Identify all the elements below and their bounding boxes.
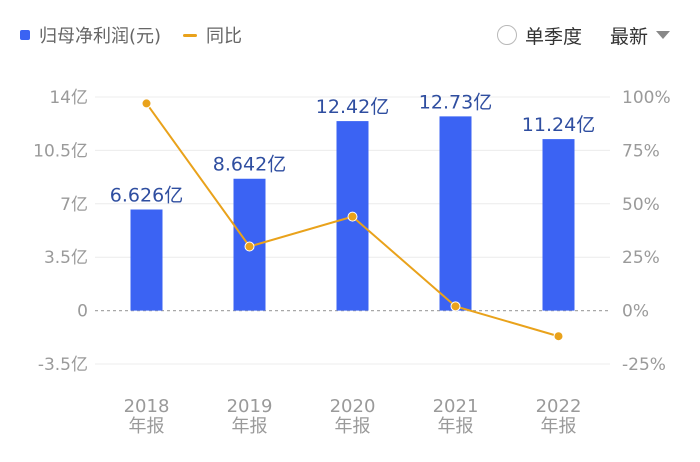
bar-swatch-icon <box>20 30 30 40</box>
y-left-tick-label: 14亿 <box>49 88 88 108</box>
yoy-point <box>141 98 152 109</box>
yoy-point <box>450 301 461 312</box>
legend-label-net-profit: 归母净利润(元) <box>39 26 162 47</box>
y-right-tick-label: 100% <box>622 88 671 108</box>
y-left-tick-label: 7亿 <box>60 195 88 215</box>
x-tick-label: 2020 年报 <box>330 396 376 437</box>
y-right-tick-label: 50% <box>622 195 660 215</box>
line-swatch-icon <box>183 33 198 37</box>
chart-legend: 归母净利润(元) 同比 <box>20 20 264 50</box>
x-tick-label: 2021 年报 <box>433 396 479 437</box>
yoy-point <box>347 211 358 222</box>
y-left-tick-label: 3.5亿 <box>44 248 88 268</box>
y-right-tick-label: -25% <box>622 355 666 375</box>
period-dropdown-label: 最新 <box>609 25 648 48</box>
bar <box>542 139 575 311</box>
x-tick-label: 2022 年报 <box>536 396 582 437</box>
y-right-tick-label: 0% <box>622 302 649 322</box>
bar-data-label: 6.626亿 <box>110 185 183 207</box>
y-left-tick-label: 10.5亿 <box>33 141 88 161</box>
y-right-tick-label: 25% <box>622 248 660 268</box>
bar-data-label: 8.642亿 <box>213 154 286 176</box>
bar <box>130 209 163 311</box>
y-left-tick-label: -3.5亿 <box>38 355 88 375</box>
x-tick-label: 2018 年报 <box>124 396 170 437</box>
period-dropdown[interactable]: 最新 <box>610 22 670 49</box>
y-right-tick-label: 75% <box>622 141 660 161</box>
x-tick-label: 2019 年报 <box>227 396 273 437</box>
bar-data-label: 12.73亿 <box>419 91 492 113</box>
yoy-point <box>553 331 564 342</box>
quarterly-radio-label[interactable]: 单季度 <box>524 25 582 48</box>
bar <box>439 116 472 311</box>
chart-controls: 单季度 最新 <box>496 20 670 50</box>
legend-item-net-profit[interactable]: 归母净利润(元) <box>20 22 161 48</box>
legend-label-yoy: 同比 <box>206 26 243 47</box>
chevron-down-icon <box>656 31 670 39</box>
legend-item-yoy[interactable]: 同比 <box>183 22 242 48</box>
y-left-tick-label: 0 <box>77 302 88 322</box>
yoy-point <box>244 241 255 252</box>
bar-data-label: 12.42亿 <box>316 96 389 118</box>
quarterly-radio[interactable] <box>496 25 517 45</box>
bar-data-label: 11.24亿 <box>522 114 595 136</box>
